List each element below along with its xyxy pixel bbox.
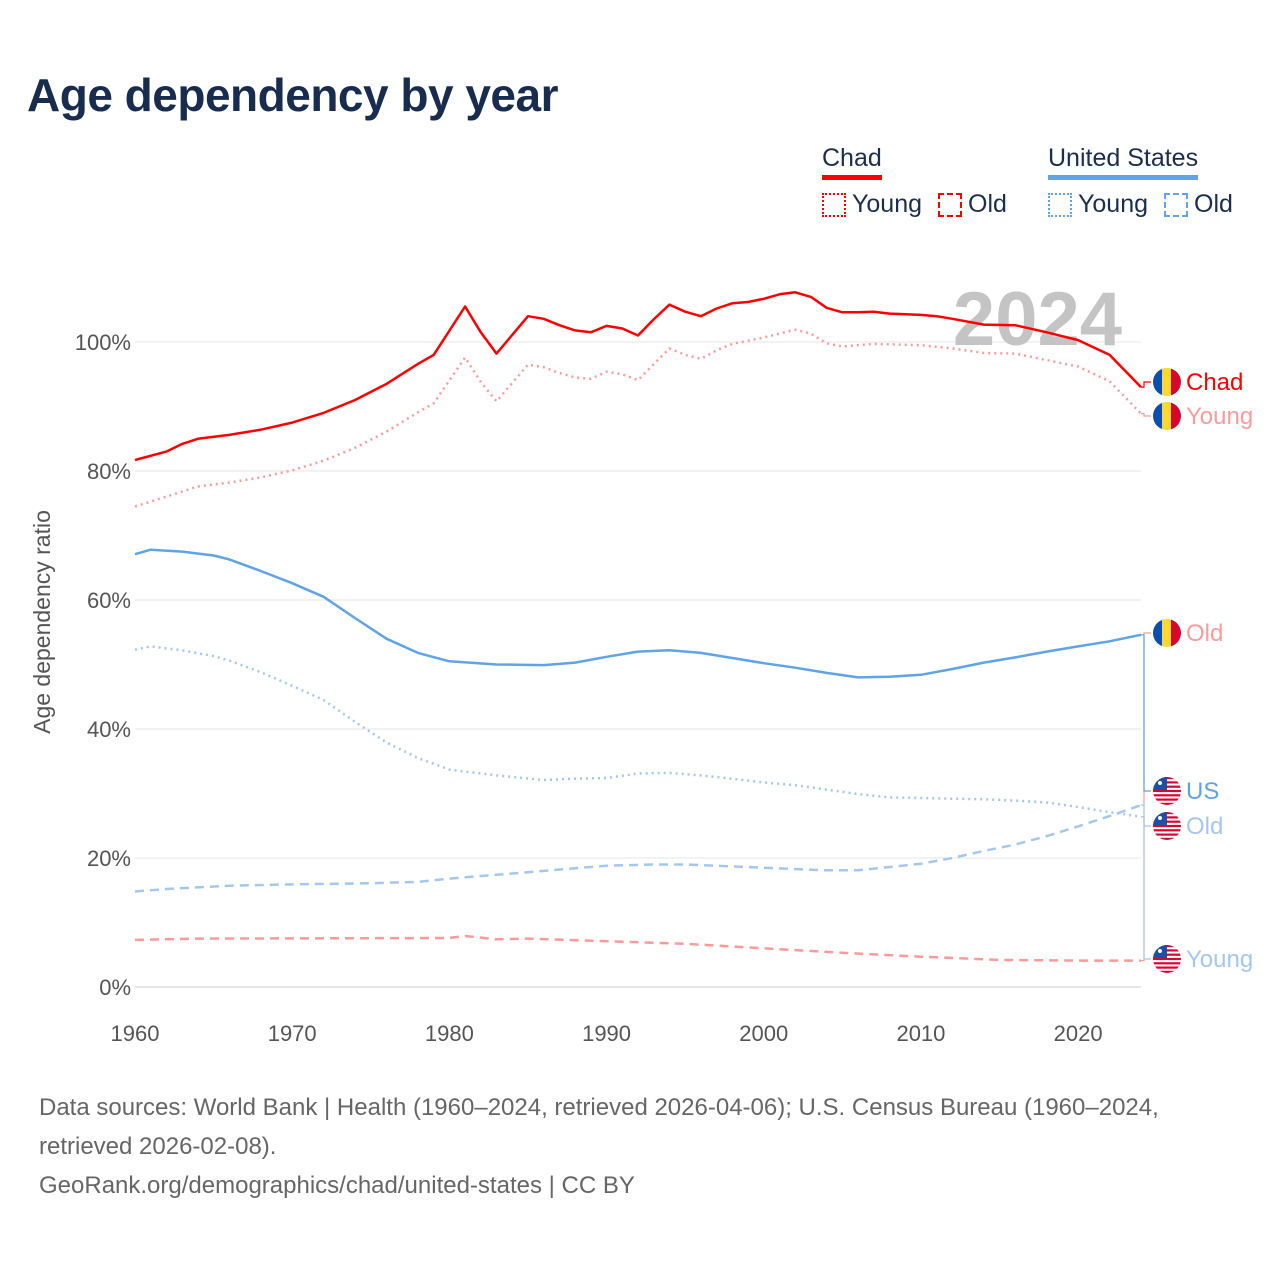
series-line-united-states-old: [134, 803, 1142, 893]
end-label: Young: [1186, 946, 1253, 973]
source-link[interactable]: GeoRank.org/demographics/chad/united-sta…: [39, 1172, 635, 1199]
end-label: Old: [1186, 620, 1223, 647]
end-connector: [1141, 634, 1151, 792]
series-line-chad-young: [134, 328, 1142, 508]
end-connector: [1141, 804, 1151, 827]
x-tick-label: 1990: [582, 1021, 631, 1046]
y-tick-label: 0%: [99, 975, 131, 1000]
end-connector: [1141, 381, 1151, 388]
series-line-chad: [134, 291, 1142, 462]
x-tick-label: 2020: [1054, 1021, 1103, 1046]
chad-flag-icon: [1153, 368, 1181, 396]
end-connector: [1141, 632, 1151, 962]
x-tick-label: 1970: [268, 1021, 317, 1046]
legend-chad-young: Young: [822, 190, 922, 219]
series-line-chad-old: [134, 934, 1141, 962]
end-label: Chad: [1186, 369, 1243, 396]
footer: Data sources: World Bank | Health (1960–…: [39, 1088, 1249, 1205]
series-line-united-states: [134, 548, 1142, 679]
end-connector: [1141, 816, 1151, 960]
y-tick-label: 60%: [87, 588, 131, 613]
x-tick-label: 1980: [425, 1021, 474, 1046]
us-flag-icon: [1153, 812, 1181, 840]
legend-united-states: United States Young Old: [1048, 144, 1233, 219]
legend-chad-old: Old: [938, 190, 1007, 219]
us-flag-icon: [1153, 945, 1181, 973]
legend-us-label: United States: [1048, 144, 1199, 172]
y-tick-label: 20%: [87, 846, 131, 871]
legend-chad: Chad Young Old: [822, 144, 1007, 219]
us-flag-icon: [1153, 777, 1181, 805]
end-label: Old: [1186, 813, 1223, 840]
chart-title: Age dependency by year: [27, 69, 558, 121]
end-label: Young: [1186, 403, 1253, 430]
x-tick-label: 1960: [111, 1021, 160, 1046]
legend-us-young: Young: [1048, 190, 1148, 219]
y-tick-label: 40%: [87, 717, 131, 742]
chad-flag-icon: [1153, 619, 1181, 647]
x-tick-label: 2000: [739, 1021, 788, 1046]
y-tick-label: 80%: [87, 459, 131, 484]
chad-flag-icon: [1153, 402, 1181, 430]
legend-us-old: Old: [1164, 190, 1233, 219]
legend-chad-label: Chad: [822, 144, 882, 172]
x-tick-label: 2010: [896, 1021, 945, 1046]
end-connector: [1141, 412, 1151, 417]
y-axis-label: Age dependency ratio: [29, 510, 55, 734]
y-tick-label: 100%: [75, 330, 131, 355]
data-sources: Data sources: World Bank | Health (1960–…: [39, 1094, 1159, 1160]
series-line-united-states-young: [134, 645, 1142, 818]
end-label: US: [1186, 778, 1219, 805]
